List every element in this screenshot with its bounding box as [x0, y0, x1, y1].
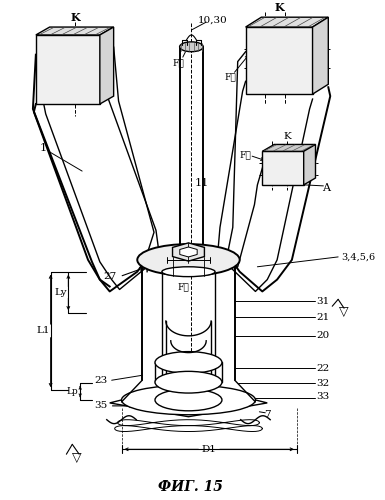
Ellipse shape — [155, 372, 222, 393]
Text: 3,4,5,6: 3,4,5,6 — [341, 252, 375, 262]
Text: A: A — [322, 183, 330, 193]
Text: 11: 11 — [194, 178, 208, 188]
Text: K: K — [70, 12, 80, 22]
Ellipse shape — [137, 244, 240, 276]
Text: ФИГ. 15: ФИГ. 15 — [158, 480, 223, 494]
Text: L1: L1 — [36, 326, 50, 336]
Polygon shape — [246, 27, 313, 94]
Text: 21: 21 — [316, 312, 330, 322]
Polygon shape — [313, 17, 328, 94]
Text: 22: 22 — [316, 364, 330, 373]
Polygon shape — [36, 27, 114, 35]
Text: K: K — [283, 132, 291, 141]
Ellipse shape — [122, 385, 255, 415]
Text: F★: F★ — [177, 282, 189, 291]
Ellipse shape — [162, 267, 215, 276]
Ellipse shape — [142, 257, 235, 272]
Polygon shape — [180, 247, 197, 257]
Polygon shape — [172, 243, 204, 261]
Polygon shape — [110, 383, 267, 416]
Text: Ly: Ly — [54, 288, 67, 297]
Text: 23: 23 — [94, 376, 108, 384]
Text: F★: F★ — [173, 58, 184, 67]
Text: ▽: ▽ — [72, 450, 82, 464]
Text: D1: D1 — [202, 445, 217, 454]
Text: 33: 33 — [316, 392, 330, 400]
Text: 32: 32 — [316, 378, 330, 388]
Text: 31: 31 — [316, 297, 330, 306]
Polygon shape — [246, 17, 328, 27]
Text: ▽: ▽ — [339, 304, 349, 318]
Text: 27: 27 — [103, 272, 116, 281]
Ellipse shape — [180, 250, 203, 258]
Ellipse shape — [155, 389, 222, 411]
Text: 35: 35 — [94, 402, 108, 410]
Ellipse shape — [180, 42, 203, 51]
Text: F★: F★ — [240, 151, 251, 160]
Ellipse shape — [155, 352, 222, 374]
Text: 7: 7 — [264, 410, 271, 420]
Polygon shape — [304, 144, 315, 185]
Text: D3: D3 — [182, 250, 195, 258]
Text: K: K — [274, 2, 284, 13]
Polygon shape — [262, 144, 315, 152]
Text: F★: F★ — [224, 72, 236, 81]
Polygon shape — [100, 27, 114, 104]
Text: Lp: Lp — [66, 387, 78, 396]
Text: 10,30: 10,30 — [198, 16, 228, 24]
Text: K: K — [280, 166, 288, 175]
Text: 20: 20 — [316, 332, 330, 340]
Text: 1: 1 — [39, 144, 46, 154]
Polygon shape — [36, 35, 100, 104]
Polygon shape — [262, 152, 304, 185]
